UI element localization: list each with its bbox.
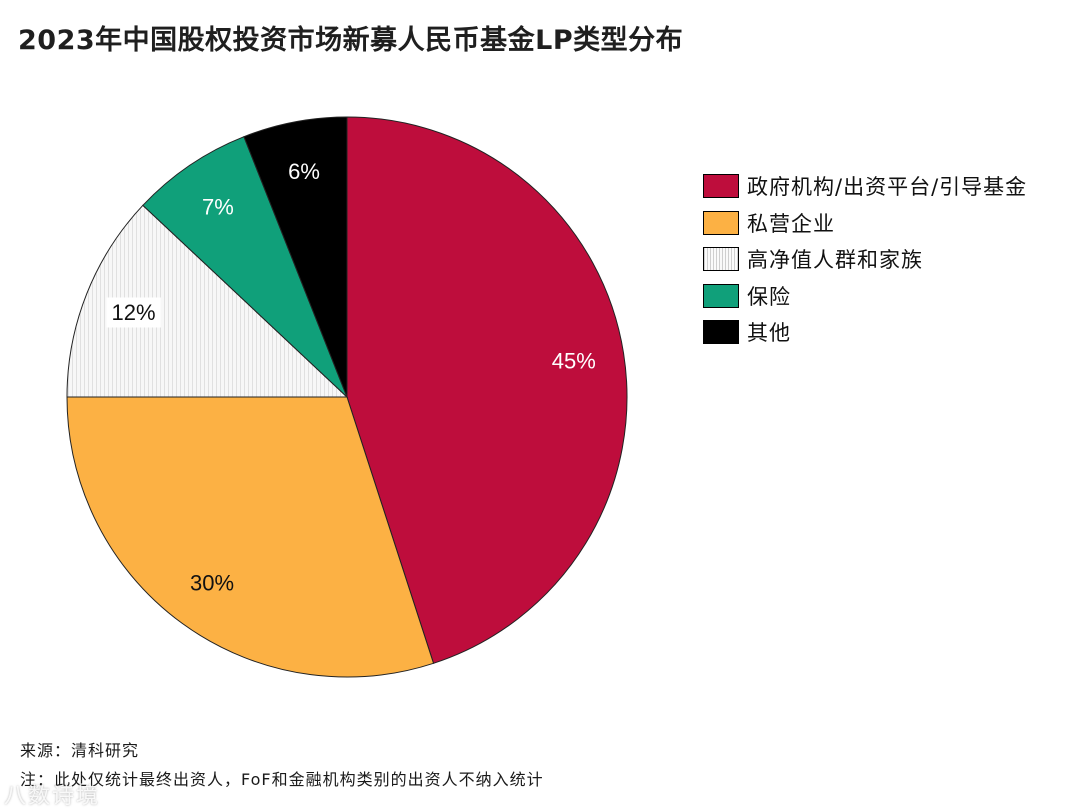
legend-item-hnwi-family: 高净值人群和家族 bbox=[703, 241, 1027, 278]
legend-swatch bbox=[703, 283, 739, 308]
pie-slice-1 bbox=[66, 396, 435, 678]
pie-slice-3 bbox=[142, 136, 348, 398]
legend-item-insurance: 保险 bbox=[703, 278, 1027, 315]
data-label-background bbox=[106, 297, 161, 328]
legend-swatch bbox=[703, 247, 739, 272]
legend-label: 保险 bbox=[747, 284, 791, 309]
legend-label: 其他 bbox=[747, 321, 791, 346]
pie-slice-4 bbox=[243, 116, 348, 398]
source-note: 来源：清科研究 bbox=[20, 741, 140, 760]
pie-data-label-2: 12% bbox=[111, 300, 155, 325]
legend-item-other: 其他 bbox=[703, 314, 1027, 351]
pie-data-labels: 45% 30% 12% 7% 6% bbox=[106, 159, 596, 595]
pie-slices bbox=[66, 116, 628, 678]
legend-item-private-enterprise: 私营企业 bbox=[703, 205, 1027, 242]
legend-label: 私营企业 bbox=[747, 211, 835, 236]
pie-data-label-0: 45% bbox=[552, 349, 596, 374]
chart-title: 2023年中国股权投资市场新募人民币基金LP类型分布 bbox=[18, 25, 684, 56]
chart-legend: 政府机构/出资平台/引导基金 私营企业 高净值人群和家族 保险 其他 bbox=[703, 168, 1027, 351]
legend-swatch bbox=[703, 320, 739, 345]
pie-data-label-4: 6% bbox=[288, 159, 320, 184]
legend-item-government: 政府机构/出资平台/引导基金 bbox=[703, 168, 1027, 205]
watermark: 八数诗境 bbox=[4, 784, 101, 809]
legend-label: 高净值人群和家族 bbox=[747, 248, 923, 273]
pie-slice-2 bbox=[66, 204, 349, 398]
pie-data-label-3: 7% bbox=[202, 195, 234, 220]
pie-data-label-1: 30% bbox=[190, 570, 234, 595]
footnote: 注：此处仅统计最终出资人，FoF和金融机构类别的出资人不纳入统计 bbox=[20, 770, 544, 789]
legend-swatch bbox=[703, 174, 739, 199]
legend-label: 政府机构/出资平台/引导基金 bbox=[747, 175, 1028, 200]
pie-slice-0 bbox=[346, 116, 628, 664]
legend-swatch bbox=[703, 210, 739, 235]
